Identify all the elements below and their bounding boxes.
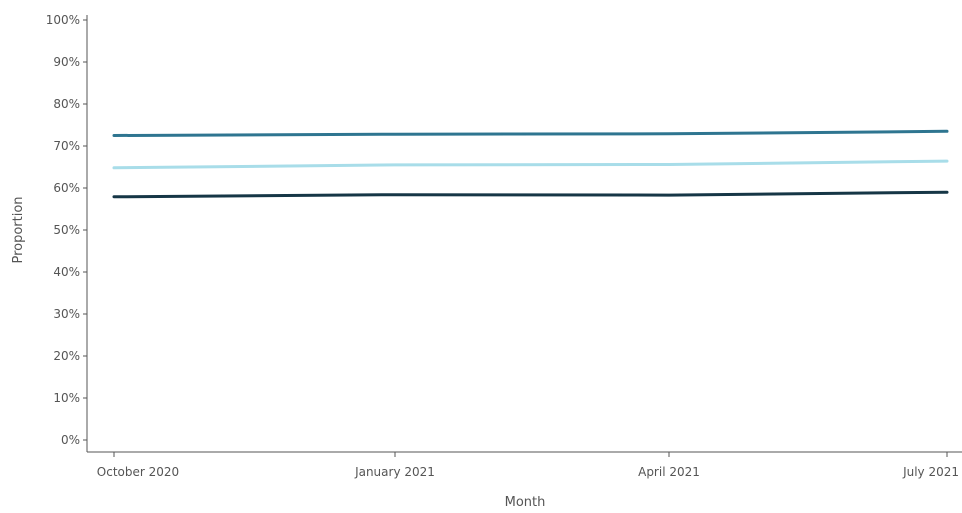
x-tick-label: January 2021 — [354, 465, 435, 479]
y-tick-label: 0% — [61, 433, 80, 447]
y-tick-label: 10% — [53, 391, 80, 405]
x-tick-label: April 2021 — [638, 465, 700, 479]
y-tick-label: 40% — [53, 265, 80, 279]
y-tick-label: 80% — [53, 97, 80, 111]
y-tick-label: 20% — [53, 349, 80, 363]
x-axis-title: Month — [505, 495, 546, 509]
y-tick-label: 60% — [53, 181, 80, 195]
axes-layer: 0% 10% 20% 30% 40% 50% 60% 70% 80% 90% 100% October… — [46, 13, 962, 479]
series-line-2 — [112, 159, 949, 170]
series-line-1 — [112, 129, 949, 137]
y-tick-label: 90% — [53, 55, 80, 69]
x-tick-label: July 2021 — [902, 465, 959, 479]
y-tick-label: 30% — [53, 307, 80, 321]
series-lines-layer — [112, 129, 949, 199]
series-line-3 — [112, 190, 949, 199]
y-axis-title: Proportion — [11, 196, 26, 263]
x-tick-label: October 2020 — [97, 465, 179, 479]
y-tick-label: 100% — [46, 13, 80, 27]
y-tick-label: 50% — [53, 223, 80, 237]
y-tick-label: 70% — [53, 139, 80, 153]
